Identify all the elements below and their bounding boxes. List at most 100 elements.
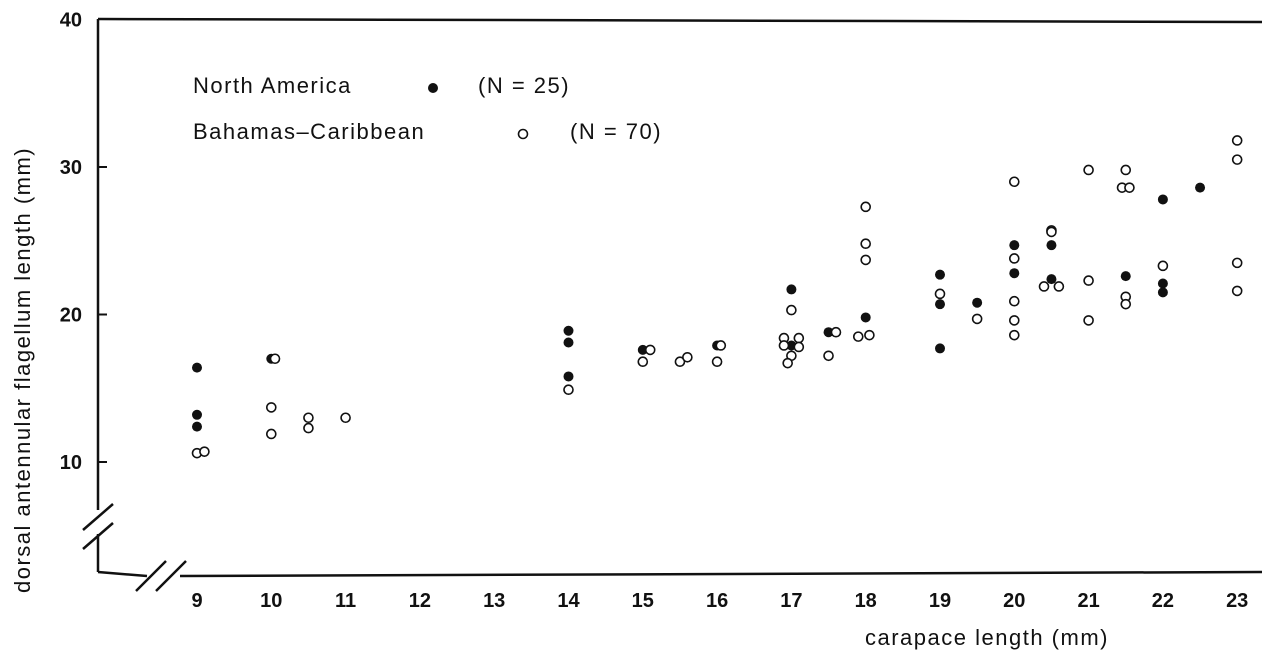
point-north-america [192, 409, 202, 420]
point-north-america [1046, 240, 1057, 251]
y-tick-label: 40 [60, 10, 82, 32]
x-axis-break-mark [135, 560, 187, 592]
x-tick-label: 20 [1003, 590, 1025, 612]
point-bahamas-caribbean [1008, 315, 1020, 326]
x-tick-label: 9 [191, 590, 202, 612]
point-bahamas-caribbean [303, 422, 314, 434]
point-bahamas-caribbean [864, 329, 875, 341]
point-bahamas-caribbean [778, 340, 790, 351]
point-bahamas-caribbean [830, 326, 842, 338]
point-bahamas-caribbean [563, 384, 574, 396]
axis-ticks: 9 10 11 12 13 14 15 16 17 18 19 20 21 22 23 10 20 30 40 [60, 10, 1249, 613]
point-north-america [1009, 240, 1020, 251]
point-north-america [192, 362, 202, 373]
x-tick-label: 23 [1226, 590, 1248, 612]
point-bahamas-caribbean [823, 350, 834, 362]
point-north-america [1046, 274, 1057, 285]
y-tick-label: 30 [60, 157, 82, 179]
point-north-america [786, 284, 797, 295]
legend: North America (N = 25) Bahamas–Caribbean… [193, 73, 662, 144]
x-tick-label: 22 [1152, 590, 1174, 612]
point-bahamas-caribbean [199, 446, 210, 457]
point-bahamas-caribbean [269, 353, 281, 365]
point-north-america [1009, 268, 1020, 279]
data-points [191, 135, 1243, 459]
x-tick-label: 12 [409, 590, 431, 612]
point-north-america [935, 299, 945, 310]
point-bahamas-caribbean [793, 341, 805, 353]
x-tick-label: 18 [855, 590, 877, 612]
legend-count-north-america: (N = 25) [478, 73, 570, 98]
x-tick-label: 21 [1077, 590, 1099, 612]
point-bahamas-caribbean [852, 331, 864, 342]
y-axis-break-mark [82, 503, 114, 550]
legend-marker-north-america [428, 83, 438, 93]
point-bahamas-caribbean [860, 254, 872, 266]
point-bahamas-caribbean [1157, 260, 1169, 272]
legend-count-bahamas-caribbean: (N = 70) [570, 119, 662, 144]
point-bahamas-caribbean [644, 344, 656, 356]
x-tick-label: 14 [557, 590, 580, 612]
point-bahamas-caribbean [782, 357, 793, 369]
point-bahamas-caribbean [1231, 154, 1243, 165]
point-bahamas-caribbean [674, 356, 686, 368]
point-bahamas-caribbean [1008, 329, 1020, 341]
point-north-america [1157, 278, 1168, 289]
x-axis-line-right [179, 570, 1263, 578]
point-bahamas-caribbean [1053, 281, 1065, 292]
point-north-america [1157, 287, 1168, 298]
legend-label-bahamas-caribbean: Bahamas–Caribbean [193, 119, 425, 144]
point-bahamas-caribbean [1120, 164, 1132, 176]
point-bahamas-caribbean [715, 340, 727, 351]
point-bahamas-caribbean [1083, 275, 1094, 286]
x-axis-label: carapace length (mm) [865, 625, 1109, 650]
legend-marker-bahamas-caribbean [517, 128, 529, 140]
point-bahamas-caribbean [265, 428, 277, 440]
point-bahamas-caribbean [340, 412, 351, 424]
point-north-america [860, 312, 871, 323]
point-north-america [972, 297, 983, 308]
point-bahamas-caribbean [1120, 298, 1132, 310]
y-axis-label: dorsal antennular flagellum length (mm) [10, 147, 35, 593]
point-north-america [935, 269, 945, 280]
point-bahamas-caribbean [637, 356, 649, 368]
y-tick-label: 10 [60, 452, 82, 474]
point-bahamas-caribbean [1083, 315, 1094, 326]
point-bahamas-caribbean [1231, 135, 1243, 146]
point-bahamas-caribbean [1008, 176, 1020, 188]
x-tick-label: 13 [483, 590, 505, 612]
point-bahamas-caribbean [303, 412, 314, 424]
x-tick-label: 19 [929, 590, 951, 612]
top-frame-line [97, 17, 1263, 24]
point-north-america [637, 344, 648, 355]
x-tick-label: 16 [706, 590, 728, 612]
point-bahamas-caribbean [711, 356, 723, 368]
point-north-america [1195, 182, 1206, 193]
point-bahamas-caribbean [1231, 257, 1243, 269]
point-bahamas-caribbean [682, 351, 693, 363]
point-bahamas-caribbean [860, 238, 872, 249]
legend-label-north-america: North America [193, 73, 352, 98]
point-bahamas-caribbean [786, 304, 797, 316]
x-axis-line-left [97, 570, 148, 578]
point-bahamas-caribbean [1083, 164, 1094, 176]
point-bahamas-caribbean [1124, 182, 1135, 193]
point-bahamas-caribbean [265, 402, 277, 413]
point-bahamas-caribbean [793, 332, 805, 344]
point-bahamas-caribbean [1038, 281, 1050, 292]
x-tick-label: 17 [780, 590, 802, 612]
point-north-america [1120, 271, 1131, 282]
x-tick-label: 10 [260, 590, 282, 612]
point-bahamas-caribbean [1008, 253, 1020, 264]
point-bahamas-caribbean [1231, 285, 1243, 297]
point-north-america [823, 327, 834, 338]
point-bahamas-caribbean [1008, 295, 1020, 307]
point-north-america [563, 325, 574, 336]
point-bahamas-caribbean [934, 288, 946, 300]
y-tick-label: 20 [60, 305, 82, 327]
point-north-america [1157, 194, 1168, 205]
x-tick-label: 15 [632, 590, 654, 612]
point-north-america [192, 421, 202, 432]
point-north-america [563, 371, 574, 382]
